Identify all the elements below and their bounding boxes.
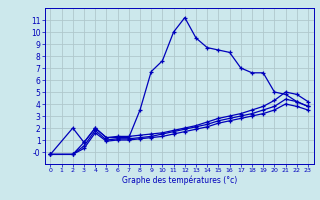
X-axis label: Graphe des températures (°c): Graphe des températures (°c) xyxy=(122,176,237,185)
